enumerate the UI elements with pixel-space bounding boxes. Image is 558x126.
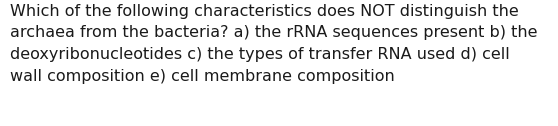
Text: Which of the following characteristics does NOT distinguish the
archaea from the: Which of the following characteristics d… (10, 4, 537, 84)
